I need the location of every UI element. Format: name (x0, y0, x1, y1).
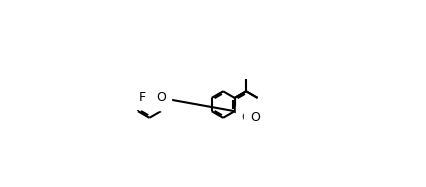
Text: O: O (250, 111, 260, 124)
Text: O: O (241, 111, 251, 124)
Text: O: O (156, 91, 166, 104)
Text: F: F (139, 91, 147, 104)
